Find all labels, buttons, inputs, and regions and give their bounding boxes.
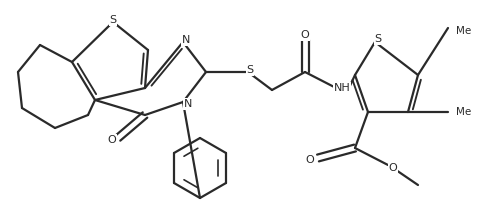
Text: O: O [108, 135, 116, 145]
Text: O: O [306, 155, 314, 165]
Text: O: O [300, 30, 310, 40]
Text: Me: Me [456, 107, 471, 117]
Text: N: N [182, 35, 190, 45]
Text: S: S [246, 65, 253, 75]
Text: NH: NH [334, 83, 350, 93]
Text: N: N [184, 99, 192, 109]
Text: S: S [374, 34, 382, 44]
Text: Me: Me [456, 26, 471, 36]
Text: S: S [109, 15, 117, 25]
Text: O: O [389, 163, 397, 173]
